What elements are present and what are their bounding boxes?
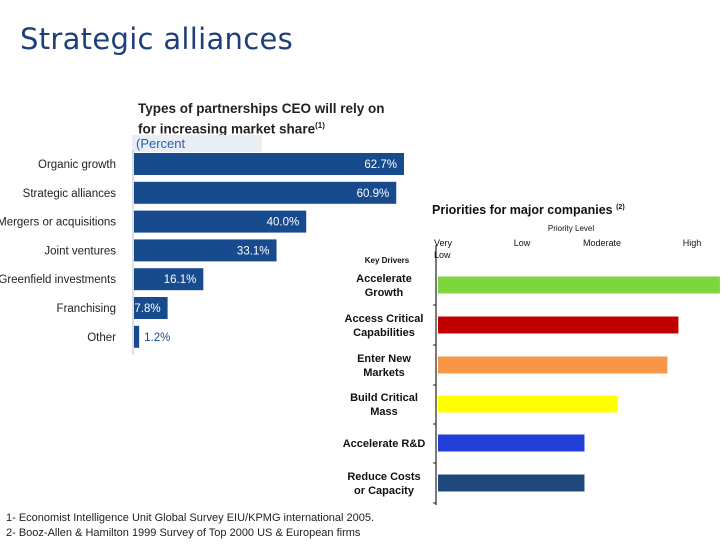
left-category-label: Greenfield investments: [0, 274, 116, 286]
left-data-label: 60.9%: [357, 188, 390, 200]
right-category-label: Growth: [365, 287, 404, 299]
left-data-label: 33.1%: [237, 245, 270, 257]
left-chart-title: Types of partnerships CEO will rely on f…: [138, 100, 438, 138]
scale-label-very: Very: [434, 238, 453, 248]
right-category-label: Build Critical: [350, 392, 418, 404]
right-bar: [438, 316, 679, 334]
left-category-label: Joint ventures: [44, 245, 116, 257]
right-category-label: Accelerate R&D: [343, 438, 426, 450]
left-chart-title-line1: Types of partnerships CEO will rely on: [138, 101, 385, 116]
footnote-2: 2- Booz-Allen & Hamilton 1999 Survey of …: [6, 527, 361, 539]
left-data-label: 62.7%: [364, 159, 397, 171]
right-bar: [438, 356, 668, 374]
right-category-label: Markets: [363, 367, 405, 379]
right-chart-title-sup: (2): [616, 203, 625, 211]
left-data-label: 7.8%: [134, 303, 160, 315]
scale-label: Low: [514, 238, 531, 248]
right-category-label: Accelerate: [356, 273, 412, 285]
left-bar: [134, 239, 277, 262]
right-bar: [438, 474, 585, 492]
left-category-label: Franchising: [57, 303, 116, 315]
left-bar: [134, 297, 168, 319]
right-category-label: Enter New: [357, 353, 411, 365]
left-data-label: 16.1%: [164, 274, 197, 286]
left-bar: [134, 210, 307, 233]
left-data-label: 1.2%: [144, 332, 170, 344]
scale-label: Moderate: [583, 238, 621, 248]
left-category-label: Mergers or acquisitions: [0, 217, 116, 229]
left-bar: [134, 325, 140, 348]
left-bar: [134, 153, 404, 175]
left-bar-chart: Organic growth 62.7% Strategic alliances 60…: [0, 150, 404, 355]
right-category-label: Access Critical: [345, 313, 424, 325]
right-bar: [438, 395, 618, 413]
left-category-label: Organic growth: [38, 159, 116, 171]
left-chart-title-sup: (1): [315, 121, 325, 130]
right-category-label: Reduce Costs: [347, 471, 420, 483]
right-chart-title: Priorities for major companies (2): [432, 203, 625, 217]
right-category-label: or Capacity: [354, 485, 415, 497]
right-category-label: Mass: [370, 406, 398, 418]
right-category-label: Capabilities: [353, 327, 415, 339]
scale-label-very-low: Low: [434, 250, 451, 260]
right-chart-title-text: Priorities for major companies: [432, 203, 613, 217]
right-bar-chart: Priority Level Very Low Low Moderate High Key …: [343, 224, 720, 505]
left-category-label: Strategic alliances: [23, 188, 117, 200]
right-bar: [438, 276, 720, 294]
page-title: Strategic alliances: [20, 22, 294, 56]
left-bar: [134, 181, 397, 204]
priority-level-label: Priority Level: [548, 224, 594, 233]
left-chart-title-line2: for increasing market share: [138, 121, 316, 137]
left-bar: [134, 268, 204, 291]
left-data-label: 40.0%: [267, 217, 300, 229]
scale-label: High: [683, 238, 702, 248]
right-bar: [438, 434, 585, 452]
key-drivers-header: Key Drivers: [365, 256, 410, 265]
left-category-label: Other: [87, 332, 116, 344]
footnote-1: 1- Economist Intelligence Unit Global Su…: [6, 512, 375, 524]
